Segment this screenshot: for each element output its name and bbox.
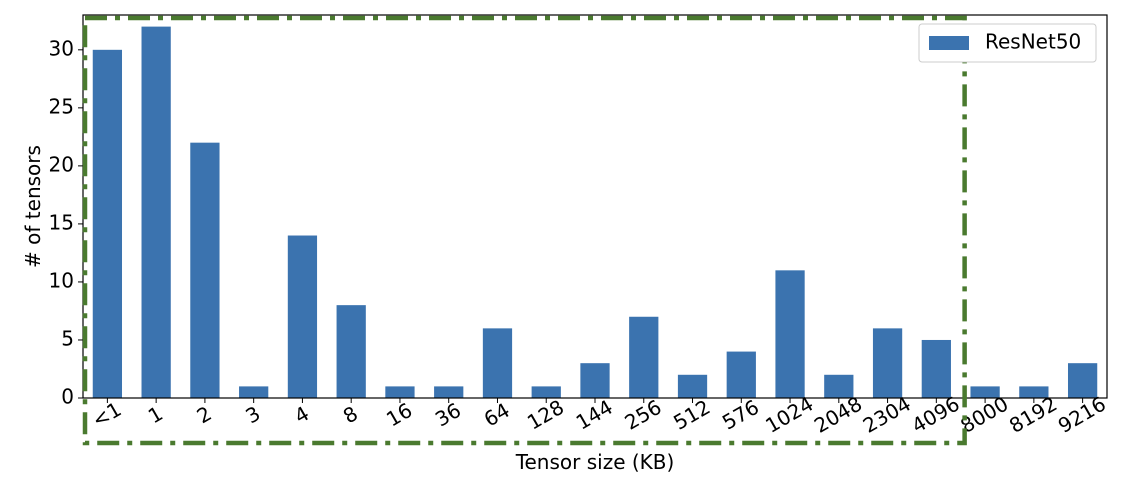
highlight-box — [82, 15, 967, 446]
y-axis-title: # of tensors — [21, 145, 45, 268]
y-tick-label: 10 — [49, 268, 74, 292]
x-tick-label: 3 — [241, 401, 264, 428]
y-tick-label: 30 — [49, 36, 74, 60]
x-tick-label: 4 — [290, 401, 313, 428]
bar-36 — [434, 386, 464, 398]
bar-2048 — [824, 374, 854, 398]
bar-8192 — [1019, 386, 1049, 398]
bar-512 — [677, 374, 708, 398]
x-tick-label: 36 — [431, 398, 465, 432]
bar-2304 — [872, 328, 903, 398]
bars-group — [92, 26, 1098, 399]
legend: ResNet50 — [918, 23, 1097, 63]
x-tick-label: 576 — [718, 395, 763, 435]
bar-<1 — [92, 49, 123, 399]
bar-2 — [190, 142, 220, 398]
legend-frame — [918, 23, 1097, 63]
bar-256 — [629, 316, 659, 398]
x-tick-label: 144 — [572, 395, 617, 435]
y-tick-label: 25 — [49, 94, 74, 118]
bar-9216 — [1067, 363, 1098, 398]
bar-3 — [239, 386, 269, 398]
bar-4096 — [921, 339, 951, 398]
bar-1 — [141, 26, 171, 399]
bar-16 — [385, 386, 415, 398]
legend-label: ResNet50 — [985, 30, 1081, 54]
x-tick-label: <1 — [88, 397, 126, 433]
bar-1024 — [775, 270, 805, 398]
bar-128 — [531, 386, 561, 398]
y-tick-label: 20 — [49, 152, 74, 176]
x-tick-label: 1 — [144, 401, 167, 428]
bar-64 — [482, 328, 513, 398]
x-tick-label: 64 — [480, 398, 514, 432]
x-tick-label: 512 — [669, 395, 714, 435]
x-axis-title: Tensor size (KB) — [515, 450, 675, 474]
y-ticks-group: 0 5 10 15 20 25 30 — [49, 36, 83, 409]
y-tick-label: 15 — [49, 210, 74, 234]
bar-4 — [287, 235, 318, 398]
bar-8000 — [970, 386, 1000, 398]
bar-144 — [580, 363, 610, 398]
bar-576 — [726, 351, 756, 398]
x-tick-label: 8 — [339, 401, 362, 428]
x-tick-label: 16 — [382, 398, 416, 432]
bar-8 — [336, 305, 366, 398]
y-tick-label: 0 — [61, 385, 74, 409]
legend-swatch — [929, 36, 969, 50]
x-tick-label: 128 — [523, 395, 568, 435]
x-tick-label: 2 — [193, 401, 216, 428]
y-tick-label: 5 — [61, 326, 74, 350]
x-tick-label: 256 — [620, 395, 665, 435]
plot-frame — [82, 14, 1108, 399]
